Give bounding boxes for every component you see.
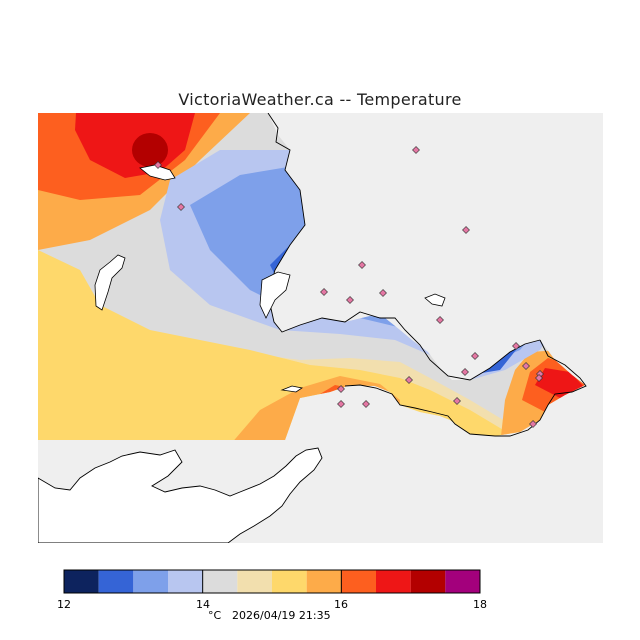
legend-bin-4 <box>202 570 238 593</box>
station-marker[interactable] <box>379 289 387 297</box>
island-s-small <box>280 385 304 393</box>
legend-bin-1 <box>98 570 134 593</box>
legend-bin-7 <box>306 570 342 593</box>
station-marker[interactable] <box>154 161 162 169</box>
legend-bin-0 <box>64 570 99 593</box>
station-marker[interactable] <box>337 400 345 408</box>
station-marker[interactable] <box>358 261 366 269</box>
island-east-small <box>424 293 446 307</box>
station-marker[interactable] <box>177 203 185 211</box>
station-marker[interactable] <box>462 226 470 234</box>
legend-bin-2 <box>133 570 168 593</box>
coast-east-peninsula <box>344 339 587 437</box>
legend-bin-8 <box>341 570 376 593</box>
legend-bin-3 <box>168 570 203 593</box>
station-marker[interactable] <box>522 362 530 370</box>
legend-bin-11 <box>445 570 480 593</box>
station-marker[interactable] <box>453 397 461 405</box>
station-marker[interactable] <box>346 296 354 304</box>
island-central-w <box>259 271 291 319</box>
timestamp: 2026/04/19 21:35 <box>232 609 331 622</box>
legend-bin-6 <box>272 570 307 593</box>
station-marker[interactable] <box>412 146 420 154</box>
legend-tick-18: 18 <box>473 598 487 611</box>
land-southwest <box>38 447 323 543</box>
band-17-17.5-nw <box>132 133 168 167</box>
station-markers <box>154 146 544 428</box>
station-marker[interactable] <box>337 385 345 393</box>
station-marker[interactable] <box>461 368 469 376</box>
legend-tick-12: 12 <box>57 598 71 611</box>
band-15-15.5 <box>38 250 520 440</box>
coast-inner <box>299 311 541 381</box>
legend-bin-5 <box>237 570 272 593</box>
station-marker[interactable] <box>436 316 444 324</box>
station-marker[interactable] <box>471 352 479 360</box>
legend-tick-16: 16 <box>334 598 348 611</box>
station-marker[interactable] <box>405 376 413 384</box>
station-marker[interactable] <box>512 342 520 350</box>
legend-frame <box>63 569 481 594</box>
island-w-long <box>94 254 126 311</box>
color-legend <box>63 569 481 594</box>
map-title: VictoriaWeather.ca -- Temperature <box>178 90 462 109</box>
legend-bin-9 <box>376 570 411 593</box>
coast-mainland-west <box>267 113 306 333</box>
station-marker[interactable] <box>320 288 328 296</box>
station-marker[interactable] <box>362 400 370 408</box>
legend-tick-14: 14 <box>196 598 210 611</box>
legend-unit: °C <box>208 609 222 622</box>
station-marker[interactable] <box>529 420 537 428</box>
band-16.5-17-east <box>535 368 585 398</box>
station-marker[interactable] <box>535 374 543 382</box>
legend-bin-10 <box>410 570 446 593</box>
